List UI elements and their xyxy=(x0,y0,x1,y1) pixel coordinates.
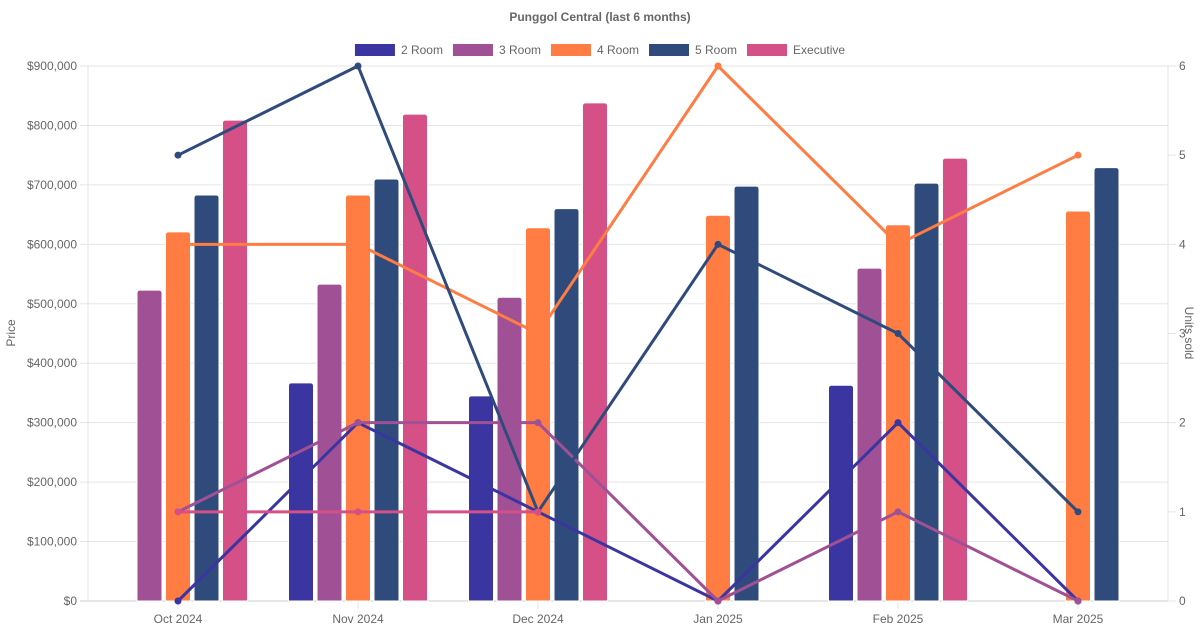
point-4-room[interactable] xyxy=(354,240,362,248)
legend-item-3-room[interactable]: 3 Room xyxy=(452,43,541,57)
y2-axis-ticks: 0 1 2 3 4 5 6 xyxy=(1168,59,1186,608)
bar-3-room[interactable] xyxy=(856,267,883,602)
point-3-room[interactable] xyxy=(714,597,722,605)
y-axis-ticks: $0 $100,000 $200,000 $300,000 $400,000 $500,0… xyxy=(27,59,77,608)
point-4-room[interactable] xyxy=(534,330,542,337)
legend-label: 5 Room xyxy=(695,43,737,57)
y-tick-label: $0 xyxy=(64,594,78,608)
bar-4-room[interactable] xyxy=(1065,210,1091,602)
y2-tick-label: 6 xyxy=(1179,59,1186,73)
bar-4-room[interactable] xyxy=(345,194,371,602)
legend-label: 3 Room xyxy=(499,43,541,57)
bar-5-room[interactable] xyxy=(913,182,940,602)
x-tick-label: Dec 2024 xyxy=(512,612,564,626)
legend-item-executive[interactable]: Executive xyxy=(747,43,845,57)
point-5-room[interactable] xyxy=(714,240,722,248)
x-axis-ticks: Oct 2024 Nov 2024 Dec 2024 Jan 2025 Feb 2025… xyxy=(154,601,1104,626)
y-tick-label: $700,000 xyxy=(27,178,77,192)
legend-item-2-room[interactable]: 2 Room xyxy=(354,43,443,57)
bar-5-room[interactable] xyxy=(373,178,400,602)
bar-2-room[interactable] xyxy=(468,395,494,602)
bar-4-room[interactable] xyxy=(885,224,911,602)
bar-5-room[interactable] xyxy=(193,194,220,602)
bar-3-room[interactable] xyxy=(316,283,343,602)
legend-item-4-room[interactable]: 4 Room xyxy=(550,43,639,57)
legend-swatch xyxy=(747,44,788,56)
lines xyxy=(174,62,1082,605)
point-5-room[interactable] xyxy=(174,151,182,159)
bar-4-room[interactable] xyxy=(705,214,731,602)
point-3-room[interactable] xyxy=(894,508,902,516)
bar-executive[interactable] xyxy=(402,113,428,602)
bar-4-room[interactable] xyxy=(525,227,551,602)
y2-tick-label: 2 xyxy=(1179,416,1186,430)
x-tick-label: Mar 2025 xyxy=(1053,612,1104,626)
y-tick-label: $900,000 xyxy=(27,59,77,73)
line-2-room xyxy=(176,420,1080,603)
point-5-room[interactable] xyxy=(1074,508,1082,516)
bar-2-room[interactable] xyxy=(288,382,314,602)
line-4-room xyxy=(178,63,1079,336)
y-tick-label: $200,000 xyxy=(27,475,77,489)
legend-label: Executive xyxy=(793,43,845,57)
point-2-room[interactable] xyxy=(174,597,182,605)
x-tick-label: Nov 2024 xyxy=(332,612,384,626)
legend-swatch xyxy=(649,44,690,56)
x-tick-label: Jan 2025 xyxy=(693,612,743,626)
legend-label: 2 Room xyxy=(401,43,443,57)
line-3-room xyxy=(177,421,1079,603)
legend-swatch xyxy=(550,44,591,56)
point-5-room[interactable] xyxy=(894,330,902,337)
y-tick-label: $100,000 xyxy=(27,535,77,549)
point-4-room[interactable] xyxy=(894,240,902,248)
bar-5-room[interactable] xyxy=(1093,167,1120,602)
bar-2-room[interactable] xyxy=(828,384,854,602)
bar-executive[interactable] xyxy=(942,157,968,602)
point-executive[interactable] xyxy=(174,508,182,516)
bars xyxy=(136,102,1120,602)
point-4-room[interactable] xyxy=(714,62,722,70)
bar-3-room[interactable] xyxy=(496,296,523,602)
point-4-room[interactable] xyxy=(174,240,182,248)
bar-4-room[interactable] xyxy=(165,231,191,602)
y-axis-title: Price xyxy=(4,319,18,347)
point-executive[interactable] xyxy=(534,508,542,516)
bar-3-room[interactable] xyxy=(136,289,163,602)
y2-tick-label: 4 xyxy=(1179,237,1186,251)
point-3-room[interactable] xyxy=(534,419,542,427)
y2-tick-label: 0 xyxy=(1179,594,1186,608)
legend-item-5-room[interactable]: 5 Room xyxy=(649,43,737,57)
point-5-room[interactable] xyxy=(354,62,362,70)
point-2-room[interactable] xyxy=(894,419,902,427)
y-tick-label: $600,000 xyxy=(27,237,77,251)
y2-tick-label: 1 xyxy=(1179,505,1186,519)
legend-label: 4 Room xyxy=(597,43,639,57)
line-5-room xyxy=(177,63,1080,516)
legend: 2 Room 3 Room 4 Room 5 Room Executive xyxy=(354,43,845,57)
x-tick-label: Feb 2025 xyxy=(873,612,924,626)
y2-tick-label: 5 xyxy=(1179,148,1186,162)
chart-title: Punggol Central (last 6 months) xyxy=(509,10,690,24)
bar-executive[interactable] xyxy=(582,102,608,602)
x-tick-label: Oct 2024 xyxy=(154,612,203,626)
y-tick-label: $800,000 xyxy=(27,118,77,132)
y-tick-label: $300,000 xyxy=(27,416,77,430)
y2-axis-title: Units sold xyxy=(1182,307,1196,360)
y2-tick-label: 3 xyxy=(1179,327,1186,341)
legend-swatch xyxy=(452,44,493,56)
point-4-room[interactable] xyxy=(1074,151,1082,159)
y-tick-label: $500,000 xyxy=(27,297,77,311)
point-executive[interactable] xyxy=(354,508,362,516)
bar-5-room[interactable] xyxy=(733,185,760,602)
point-3-room[interactable] xyxy=(354,419,362,427)
y-tick-label: $400,000 xyxy=(27,356,77,370)
bar-5-room[interactable] xyxy=(553,208,580,602)
bar-executive[interactable] xyxy=(222,119,248,602)
legend-swatch xyxy=(354,44,395,56)
point-3-room[interactable] xyxy=(1074,597,1082,605)
